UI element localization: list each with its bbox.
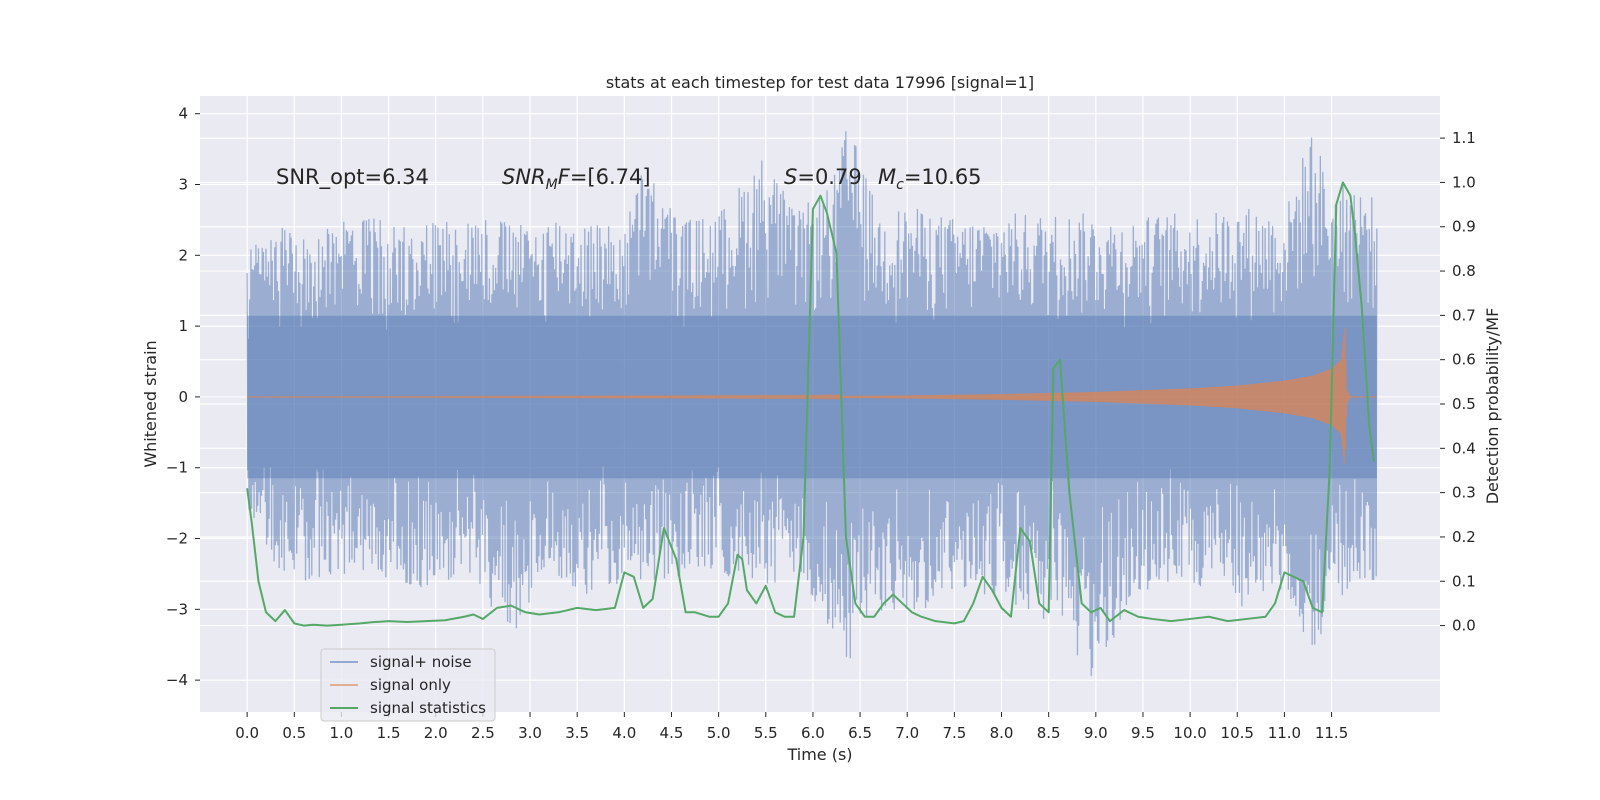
y2-tick-label: 0.2 xyxy=(1452,528,1476,546)
y-tick-label: 0 xyxy=(178,388,188,406)
x-tick-label: 7.5 xyxy=(942,724,966,742)
x-tick-label: 6.5 xyxy=(848,724,872,742)
chirp-line xyxy=(247,327,1377,464)
x-tick-label: 4.0 xyxy=(612,724,636,742)
x-tick-label: 10.5 xyxy=(1221,724,1254,742)
annotation-mc: Mc=10.65 xyxy=(878,165,982,193)
legend-label-signal-only: signal only xyxy=(370,676,451,694)
series-signal-only xyxy=(247,327,1377,464)
x-tick-label: 7.0 xyxy=(895,724,919,742)
legend-box xyxy=(320,648,496,722)
y-tick-label: −3 xyxy=(166,600,188,618)
chart-title: stats at each timestep for test data 179… xyxy=(606,73,1034,92)
y-tick-label: −1 xyxy=(166,459,188,477)
x-tick-label: 1.0 xyxy=(330,724,354,742)
x-tick-label: 6.0 xyxy=(801,724,825,742)
x-tick-label: 1.5 xyxy=(377,724,401,742)
x-tick-label: 2.0 xyxy=(424,724,448,742)
x-tick-label: 9.0 xyxy=(1084,724,1108,742)
y-tick-label: 1 xyxy=(178,317,188,335)
y2-tick-label: 0.7 xyxy=(1452,306,1476,324)
statistics-line xyxy=(246,181,1375,627)
x-axis-label: Time (s) xyxy=(786,745,852,764)
legend-label-signal-statistics: signal statistics xyxy=(370,699,486,717)
y2-axis-label: Detection probability/MF xyxy=(1483,308,1502,505)
y2-tick-label: 0.0 xyxy=(1452,617,1476,635)
y-tick-label: 3 xyxy=(178,176,188,194)
y-axis-label: Whitened strain xyxy=(141,340,160,467)
y-tick-label: 2 xyxy=(178,246,188,264)
x-tick-label: 4.5 xyxy=(660,724,684,742)
y2-tick-label: 0.9 xyxy=(1452,218,1476,236)
x-tick-label: 8.5 xyxy=(1037,724,1061,742)
legend: signal+ noise signal only signal statist… xyxy=(320,648,496,722)
y2-tick-label: 1.0 xyxy=(1452,173,1476,191)
y2-tick-label: 0.5 xyxy=(1452,395,1476,413)
x-tick-label: 10.0 xyxy=(1173,724,1206,742)
x-tick-label: 3.5 xyxy=(565,724,589,742)
x-tick-label: 2.5 xyxy=(471,724,495,742)
y2-tick-label: 0.8 xyxy=(1452,262,1476,280)
y2-tick-label: 0.3 xyxy=(1452,484,1476,502)
x-tick-label: 11.5 xyxy=(1315,724,1348,742)
annotation-s: S=0.79 xyxy=(784,165,862,189)
legend-label-signal-noise: signal+ noise xyxy=(370,653,472,671)
y2-tick-label: 0.6 xyxy=(1452,351,1476,369)
tick-layer: 0.0 0.5 1.0 1.5 2.0 2.5 3.0 3.5 4.0 4.5 5.0 5.5 6.0 6… xyxy=(166,105,1476,742)
x-tick-label: 8.0 xyxy=(990,724,1014,742)
x-tick-label: 9.5 xyxy=(1131,724,1155,742)
y-tick-label: −2 xyxy=(166,530,188,548)
x-tick-label: 5.0 xyxy=(707,724,731,742)
x-tick-label: 3.0 xyxy=(518,724,542,742)
annotation-snr-mf: SNRMF=[6.74] xyxy=(502,165,651,193)
y-tick-label: −4 xyxy=(166,671,188,689)
x-tick-label: 5.5 xyxy=(754,724,778,742)
y2-tick-label: 0.1 xyxy=(1452,572,1476,590)
y2-tick-label: 1.1 xyxy=(1452,129,1476,147)
x-tick-label: 0.5 xyxy=(282,724,306,742)
y2-tick-label: 0.4 xyxy=(1452,439,1476,457)
annotation-snr-opt: SNR_opt=6.34 xyxy=(276,165,429,190)
y-tick-label: 4 xyxy=(178,105,188,123)
series-signal-statistics xyxy=(246,181,1375,627)
x-tick-label: 11.0 xyxy=(1268,724,1301,742)
x-tick-label: 0.0 xyxy=(235,724,259,742)
